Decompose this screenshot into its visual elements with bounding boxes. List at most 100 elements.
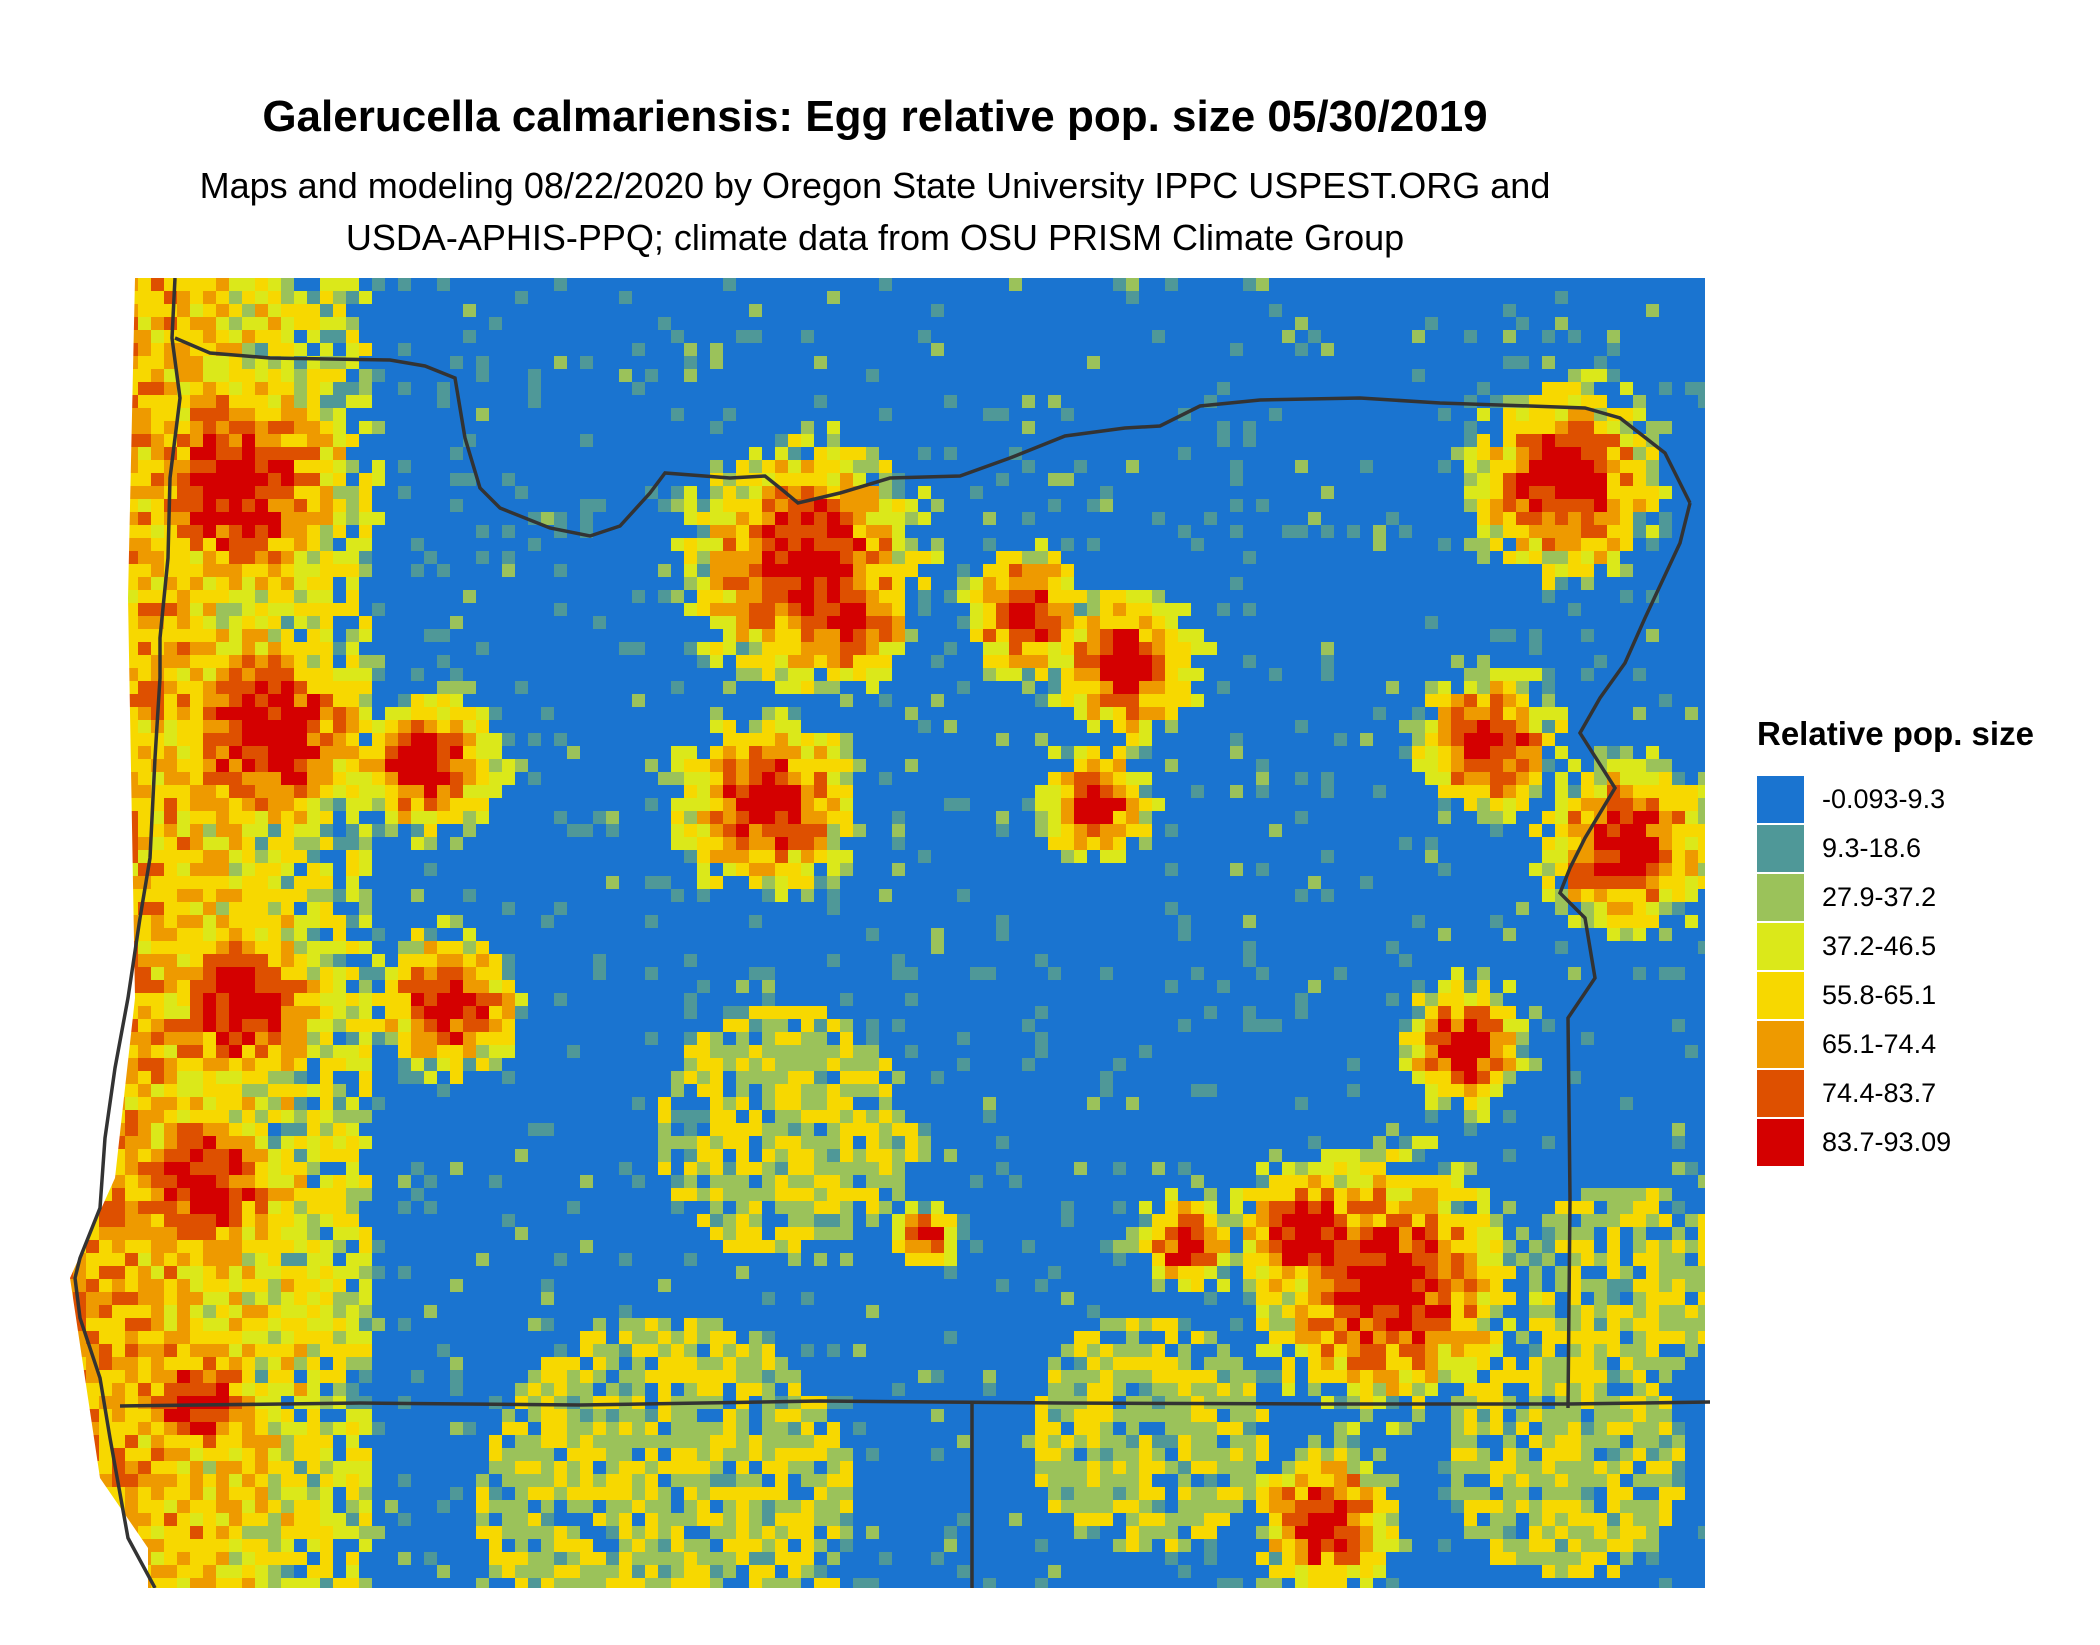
raster-cell: [1074, 330, 1087, 343]
raster-cell: [827, 460, 840, 473]
raster-cell: [242, 720, 255, 733]
raster-cell: [996, 668, 1009, 681]
raster-cell: [1048, 772, 1061, 785]
raster-cell: [1698, 616, 1705, 629]
raster-cell: [1022, 746, 1035, 759]
raster-cell: [1542, 668, 1555, 681]
raster-cell: [1191, 291, 1204, 304]
raster-cell: [307, 707, 320, 720]
raster-cell: [1594, 603, 1607, 616]
raster-cell: [372, 759, 385, 772]
raster-cell: [1230, 408, 1243, 421]
raster-cell: [827, 291, 840, 304]
raster-cell: [346, 681, 359, 694]
raster-cell: [736, 603, 749, 616]
raster-cell: [1230, 564, 1243, 577]
raster-cell: [99, 382, 112, 395]
raster-cell: [177, 408, 190, 421]
raster-cell: [320, 434, 333, 447]
raster-cell: [788, 343, 801, 356]
raster-cell: [1568, 551, 1581, 564]
raster-cell: [424, 525, 437, 538]
raster-cell: [281, 720, 294, 733]
raster-cell: [1529, 434, 1542, 447]
raster-cell: [1178, 629, 1191, 642]
raster-cell: [1672, 603, 1685, 616]
raster-cell: [138, 330, 151, 343]
raster-cell: [580, 551, 593, 564]
raster-cell: [697, 512, 710, 525]
raster-cell: [593, 681, 606, 694]
raster-cell: [801, 421, 814, 434]
raster-cell: [658, 369, 671, 382]
raster-cell: [463, 655, 476, 668]
raster-cell: [1347, 746, 1360, 759]
raster-cell: [385, 642, 398, 655]
raster-cell: [840, 525, 853, 538]
raster-cell: [1633, 655, 1646, 668]
raster-cell: [944, 343, 957, 356]
raster-cell: [138, 356, 151, 369]
raster-cell: [333, 330, 346, 343]
raster-cell: [541, 590, 554, 603]
raster-cell: [567, 317, 580, 330]
raster-cell: [996, 304, 1009, 317]
raster-cell: [1126, 733, 1139, 746]
raster-cell: [1529, 291, 1542, 304]
raster-cell: [242, 486, 255, 499]
raster-cell: [73, 499, 86, 512]
raster-cell: [1165, 720, 1178, 733]
raster-cell: [1308, 564, 1321, 577]
raster-cell: [1321, 330, 1334, 343]
raster-cell: [1295, 629, 1308, 642]
raster-cell: [1347, 434, 1360, 447]
raster-cell: [99, 746, 112, 759]
raster-cell: [138, 525, 151, 538]
raster-cell: [1191, 434, 1204, 447]
raster-cell: [229, 720, 242, 733]
raster-cell: [359, 304, 372, 317]
raster-cell: [1360, 655, 1373, 668]
raster-cell: [1048, 421, 1061, 434]
raster-cell: [1204, 369, 1217, 382]
raster-cell: [1113, 707, 1126, 720]
raster-cell: [983, 720, 996, 733]
raster-cell: [112, 486, 125, 499]
raster-cell: [1165, 668, 1178, 681]
raster-cell: [684, 551, 697, 564]
raster-cell: [736, 772, 749, 785]
raster-cell: [255, 564, 268, 577]
raster-cell: [567, 330, 580, 343]
raster-cell: [1672, 421, 1685, 434]
raster-cell: [203, 356, 216, 369]
raster-cell: [346, 642, 359, 655]
raster-cell: [1477, 512, 1490, 525]
raster-cell: [242, 421, 255, 434]
raster-cell: [138, 447, 151, 460]
raster-cell: [710, 382, 723, 395]
raster-cell: [1490, 655, 1503, 668]
raster-cell: [749, 317, 762, 330]
raster-cell: [957, 707, 970, 720]
raster-cell: [359, 694, 372, 707]
raster-cell: [320, 499, 333, 512]
raster-cell: [151, 408, 164, 421]
raster-cell: [398, 603, 411, 616]
raster-cell: [1685, 434, 1698, 447]
raster-cell: [1672, 668, 1685, 681]
raster-cell: [1282, 421, 1295, 434]
raster-cell: [1516, 473, 1529, 486]
raster-cell: [1399, 642, 1412, 655]
raster-cell: [1425, 278, 1438, 291]
raster-cell: [1165, 343, 1178, 356]
raster-cell: [1698, 707, 1705, 720]
raster-cell: [385, 785, 398, 798]
raster-cell: [658, 304, 671, 317]
raster-cell: [125, 369, 138, 382]
raster-cell: [853, 499, 866, 512]
raster-cell: [554, 460, 567, 473]
raster-cell: [814, 434, 827, 447]
raster-cell: [1685, 317, 1698, 330]
raster-cell: [229, 291, 242, 304]
raster-cell: [1061, 590, 1074, 603]
